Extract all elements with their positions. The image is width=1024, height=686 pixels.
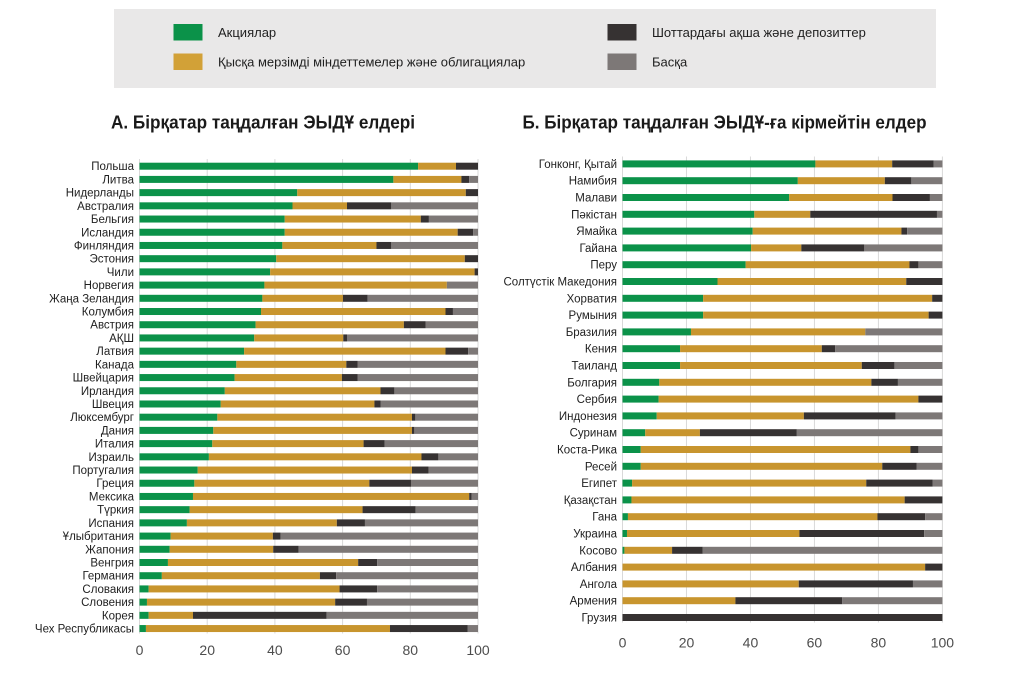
- svg-text:60: 60: [807, 635, 823, 651]
- svg-text:Гайана: Гайана: [579, 243, 617, 255]
- svg-text:Ұлыбритания: Ұлыбритания: [63, 531, 134, 543]
- svg-text:Словения: Словения: [81, 597, 134, 609]
- svg-text:Австралия: Австралия: [77, 201, 134, 213]
- svg-text:Литва: Литва: [102, 174, 134, 186]
- svg-text:Сербия: Сербия: [577, 394, 617, 406]
- svg-text:Кения: Кения: [585, 344, 617, 356]
- svg-text:АҚШ: АҚШ: [109, 333, 134, 345]
- svg-text:Эстония: Эстония: [89, 254, 134, 266]
- svg-text:Люксембург: Люксембург: [70, 412, 134, 424]
- svg-text:Басқа: Басқа: [652, 55, 688, 70]
- svg-text:Акциялар: Акциялар: [218, 25, 276, 40]
- svg-text:Канада: Канада: [95, 359, 135, 371]
- svg-text:40: 40: [267, 642, 283, 658]
- svg-text:Қысқа мерзімді міндеттемелер ж: Қысқа мерзімді міндеттемелер және облига…: [218, 55, 525, 70]
- svg-text:Корея: Корея: [102, 610, 134, 622]
- svg-text:Латвия: Латвия: [96, 346, 134, 358]
- svg-text:Чили: Чили: [107, 267, 134, 279]
- svg-text:Б. Бірқатар таңдалған ЭЫДҰ-ға: Б. Бірқатар таңдалған ЭЫДҰ-ға кірмейтін …: [523, 113, 927, 133]
- svg-text:Намибия: Намибия: [569, 176, 617, 188]
- svg-text:Украина: Украина: [573, 529, 617, 541]
- svg-text:Коста-Рика: Коста-Рика: [557, 445, 618, 457]
- svg-text:Жаңа Зеландия: Жаңа Зеландия: [49, 293, 134, 305]
- svg-text:Исландия: Исландия: [81, 227, 134, 239]
- svg-text:Суринам: Суринам: [570, 428, 617, 440]
- svg-text:Колумбия: Колумбия: [82, 307, 134, 319]
- svg-text:Словакия: Словакия: [82, 584, 134, 596]
- svg-text:Болгария: Болгария: [567, 377, 617, 389]
- svg-text:Нидерланды: Нидерланды: [66, 188, 134, 200]
- svg-text:Ямайка: Ямайка: [576, 226, 617, 238]
- svg-text:Норвегия: Норвегия: [84, 280, 134, 292]
- svg-text:20: 20: [199, 642, 215, 658]
- svg-text:Солтүстік Македония: Солтүстік Македония: [504, 277, 618, 289]
- svg-text:Бельгия: Бельгия: [91, 214, 134, 226]
- svg-text:80: 80: [403, 642, 419, 658]
- svg-text:Қазақстан: Қазақстан: [564, 495, 617, 507]
- svg-text:Индонезия: Индонезия: [559, 411, 617, 423]
- svg-text:100: 100: [931, 635, 955, 651]
- svg-text:Хорватия: Хорватия: [567, 293, 617, 305]
- svg-text:100: 100: [466, 642, 490, 658]
- svg-text:Гонконг, Қытай: Гонконг, Қытай: [539, 159, 617, 171]
- svg-text:20: 20: [679, 635, 695, 651]
- svg-text:0: 0: [619, 635, 627, 651]
- svg-text:Финляндия: Финляндия: [74, 240, 134, 252]
- svg-text:Греция: Греция: [96, 478, 134, 490]
- svg-text:Чех Республикасы: Чех Республикасы: [35, 624, 134, 636]
- svg-text:40: 40: [743, 635, 759, 651]
- svg-text:Румыния: Румыния: [569, 310, 617, 322]
- svg-text:Түркия: Түркия: [97, 505, 134, 517]
- svg-text:Мексика: Мексика: [89, 491, 135, 503]
- svg-text:Венгрия: Венгрия: [90, 558, 134, 570]
- svg-text:Албания: Албания: [571, 562, 617, 574]
- svg-text:Ангола: Ангола: [580, 579, 618, 591]
- svg-text:Косово: Косово: [579, 545, 617, 557]
- svg-text:Гана: Гана: [592, 512, 617, 524]
- svg-text:Жапония: Жапония: [85, 544, 134, 556]
- svg-text:Италия: Италия: [95, 439, 134, 451]
- svg-text:Бразилия: Бразилия: [566, 327, 617, 339]
- svg-text:Малави: Малави: [575, 193, 617, 205]
- svg-text:0: 0: [136, 642, 144, 658]
- svg-text:Армения: Армения: [570, 596, 617, 608]
- svg-text:Испания: Испания: [88, 518, 134, 530]
- svg-text:Израиль: Израиль: [89, 452, 134, 464]
- svg-text:Таиланд: Таиланд: [572, 361, 618, 373]
- svg-text:Грузия: Грузия: [581, 613, 617, 625]
- svg-text:Перу: Перу: [590, 260, 617, 272]
- svg-text:80: 80: [871, 635, 887, 651]
- svg-text:Ирландия: Ирландия: [81, 386, 134, 398]
- svg-text:А. Бірқатар таңдалған ЭЫДҰ елд: А. Бірқатар таңдалған ЭЫДҰ елдері: [111, 113, 415, 133]
- svg-text:Швеция: Швеция: [92, 399, 134, 411]
- svg-text:60: 60: [335, 642, 351, 658]
- svg-text:Португалия: Португалия: [72, 465, 134, 477]
- svg-text:Египет: Египет: [581, 478, 618, 490]
- svg-text:Польша: Польша: [91, 161, 134, 173]
- svg-text:Австрия: Австрия: [90, 320, 134, 332]
- svg-text:Пәкістан: Пәкістан: [571, 209, 617, 221]
- svg-text:Дания: Дания: [101, 425, 134, 437]
- svg-text:Ресей: Ресей: [585, 461, 617, 473]
- svg-text:Шоттардағы ақша және депозитте: Шоттардағы ақша және депозиттер: [652, 25, 866, 40]
- svg-text:Германия: Германия: [82, 571, 134, 583]
- svg-text:Швейцария: Швейцария: [73, 373, 134, 385]
